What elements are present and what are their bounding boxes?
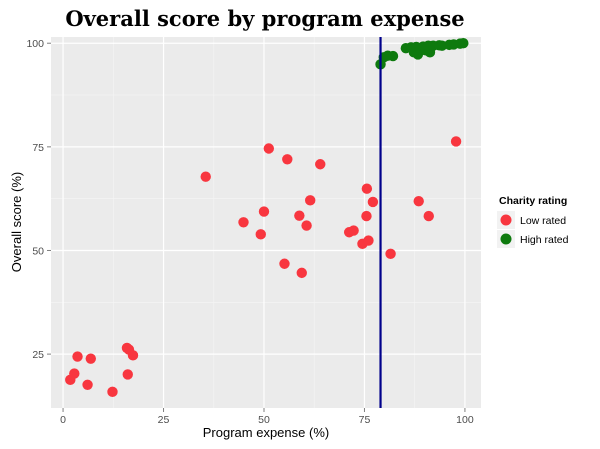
data-point-low-rated [282,154,293,165]
y-axis-label: Overall score (%) [9,172,24,272]
data-points [65,38,469,398]
data-point-low-rated [238,217,249,228]
y-tick-label: 50 [32,245,44,257]
data-point-low-rated [69,368,80,379]
chart-title: Overall score by program expense [65,6,464,31]
legend-marker-high-rated [500,233,512,245]
data-point-low-rated [450,136,462,147]
y-tick-label: 75 [32,142,44,154]
data-point-low-rated [255,229,266,240]
grid-major [51,37,481,408]
data-point-low-rated [301,220,312,231]
data-point-high-rated [458,38,469,49]
legend-marker-low-rated [500,214,512,226]
data-point-low-rated [361,210,372,222]
y-axis-ticks: 25 50 75 100 [26,38,51,361]
legend: Charity rating Low rated High rated [497,195,569,248]
data-point-low-rated [72,351,83,362]
data-point-low-rated [85,353,96,364]
x-tick-label: 50 [258,414,270,426]
data-point-low-rated [263,143,275,154]
y-tick-label: 100 [26,38,44,50]
data-point-low-rated [82,379,93,390]
data-point-low-rated [367,196,379,208]
plot-panel [51,37,481,408]
y-tick-label: 25 [32,349,44,361]
legend-label-low-rated: Low rated [520,215,566,227]
data-point-low-rated [107,386,118,398]
grid-minor [51,37,481,408]
data-point-low-rated [423,210,434,222]
x-tick-label: 25 [158,414,170,426]
data-point-low-rated [413,195,424,207]
x-tick-label: 100 [456,414,474,426]
x-tick-label: 0 [60,414,66,426]
data-point-low-rated [279,258,290,269]
data-point-low-rated [363,235,374,246]
x-axis-ticks: 0 25 50 75 100 [60,408,474,426]
data-point-low-rated [385,248,396,259]
data-point-low-rated [361,183,373,194]
data-point-low-rated [127,350,139,361]
data-point-low-rated [315,159,326,170]
x-axis-label: Program expense (%) [203,425,329,440]
legend-label-high-rated: High rated [520,234,569,246]
x-tick-label: 75 [359,414,371,426]
data-point-low-rated [296,267,307,279]
data-point-low-rated [294,210,305,221]
data-point-low-rated [200,171,211,182]
data-point-high-rated [387,50,399,62]
data-point-low-rated [258,206,270,217]
legend-title: Charity rating [499,195,567,207]
data-point-low-rated [348,225,359,236]
data-point-low-rated [122,369,133,380]
data-point-low-rated [305,195,316,206]
